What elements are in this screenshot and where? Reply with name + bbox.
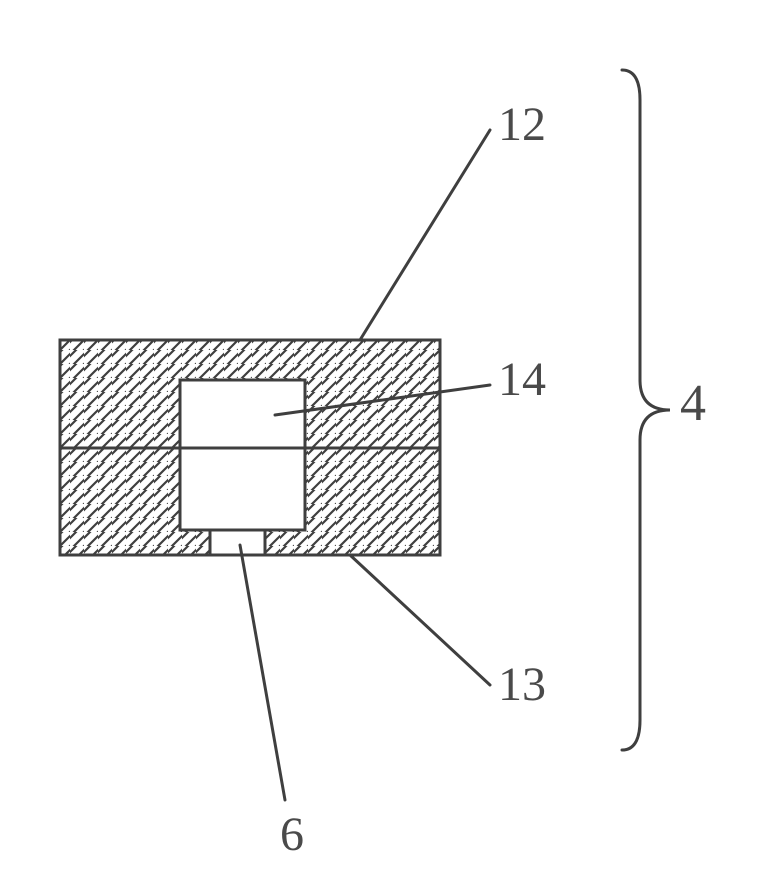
curly-brace — [622, 70, 670, 750]
diagram-root: 12 14 13 6 4 — [0, 0, 778, 882]
label-14: 14 — [498, 353, 546, 406]
label-12: 12 — [498, 98, 546, 151]
label-4: 4 — [680, 375, 706, 432]
label-13: 13 — [498, 658, 546, 711]
label-6: 6 — [280, 808, 304, 861]
